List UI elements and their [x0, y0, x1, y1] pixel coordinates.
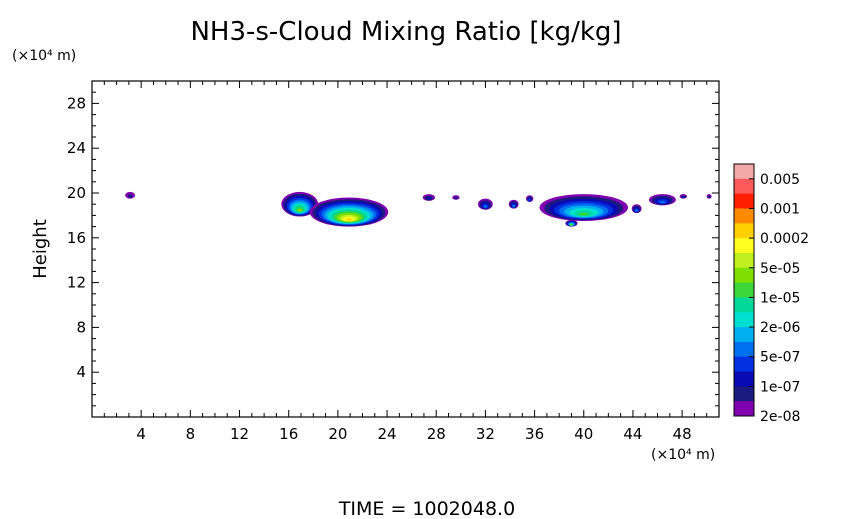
cloud-region [631, 204, 642, 214]
colorbar-swatch [734, 356, 754, 373]
colorbar-frame [733, 163, 755, 417]
colorbar-label: 1e-05 [760, 290, 800, 306]
colorbar-swatch [734, 371, 754, 387]
time-footer: TIME = 1002048.0 [338, 498, 515, 519]
colorbar-label: 0.005 [760, 172, 800, 188]
x-tick-label: 12 [230, 425, 249, 443]
cloud-region [452, 195, 460, 200]
contour-band [681, 195, 685, 199]
x-tick-label: 8 [186, 425, 196, 443]
cloud-region [706, 194, 712, 199]
x-tick-label: 4 [136, 425, 146, 443]
colorbar-label: 5e-07 [760, 350, 800, 366]
x-tick-label: 36 [525, 425, 544, 443]
colorbar-label: 2e-08 [760, 409, 800, 425]
cloud-region [565, 219, 578, 227]
x-tick-label: 40 [574, 425, 593, 443]
colorbar-swatch [734, 297, 754, 313]
colorbar-swatch [734, 223, 754, 239]
contour-band [345, 218, 352, 221]
x-axis: 4 8 12 16 20 24 28 32 36 40 44 48 [103, 81, 708, 443]
y-tick-label: 16 [67, 229, 86, 247]
colorbar-swatch [734, 401, 754, 417]
x-tick-label: 24 [378, 425, 397, 443]
contour-band [707, 195, 711, 199]
contour-band [569, 223, 573, 227]
colorbar-swatch [734, 327, 754, 343]
cloud-region [679, 194, 688, 199]
contour-band [528, 198, 532, 202]
x-tick-label: 44 [623, 425, 642, 443]
colorbar-swatch [734, 341, 754, 358]
colorbar-label: 0.001 [760, 201, 800, 217]
x-tick-label: 28 [427, 425, 446, 443]
colorbar-swatch [734, 282, 754, 298]
colorbar-label: 0.0002 [760, 231, 809, 247]
contour-band [426, 197, 431, 200]
colorbar-swatch [734, 208, 754, 224]
contour-band [512, 204, 516, 208]
x-tick-label: 32 [476, 425, 495, 443]
colorbar: 0.005 0.001 0.0002 5e-05 1e-05 2e-06 5e-07 1e-0… [733, 163, 809, 425]
x-tick-label: 20 [328, 425, 347, 443]
cloud-region [281, 191, 319, 217]
colorbar-swatch [734, 386, 754, 402]
y-tick-label: 4 [76, 363, 86, 381]
colorbar-swatch [734, 312, 754, 328]
cloud-region [539, 194, 629, 221]
y-tick-label: 24 [67, 139, 86, 157]
cloud-region [648, 194, 676, 206]
x-axis-unit: (×10⁴ m) [651, 447, 715, 463]
cloud-region [125, 191, 136, 199]
chart-title: NH3-s-Cloud Mixing Ratio [kg/kg] [190, 17, 621, 47]
y-tick-label: 12 [67, 274, 86, 292]
x-tick-label: 16 [279, 425, 298, 443]
colorbar-swatch [734, 267, 754, 284]
contour-band [483, 205, 487, 208]
cloud-region [508, 199, 519, 209]
colorbar-swatch [734, 164, 754, 180]
colorbar-swatch [734, 238, 754, 254]
cloud-region [422, 194, 436, 201]
contour-band [659, 200, 666, 204]
colorbar-label: 1e-07 [760, 379, 800, 395]
colorbar-swatch [734, 193, 754, 209]
x-tick-label: 48 [673, 425, 692, 443]
contour-band [127, 194, 133, 198]
contour-band [297, 209, 302, 212]
colorbar-label: 2e-06 [760, 320, 800, 336]
cloud-region [478, 198, 493, 210]
cloud-region [525, 195, 534, 202]
y-axis-unit: (×10⁴ m) [12, 48, 76, 64]
data-layer [125, 191, 712, 227]
y-axis: 4 8 12 16 20 24 28 [67, 91, 719, 407]
colorbar-swatch [734, 178, 754, 195]
y-tick-label: 8 [76, 318, 86, 336]
contour-band [635, 209, 639, 212]
y-axis-label: Height [30, 219, 51, 279]
y-tick-label: 28 [67, 94, 86, 112]
y-tick-label: 20 [67, 184, 86, 202]
contour-band [454, 196, 458, 200]
colorbar-label: 5e-05 [760, 261, 800, 277]
cloud-region [309, 197, 389, 227]
contour-band [578, 212, 589, 216]
colorbar-swatch [734, 252, 754, 269]
plot-frame [91, 80, 720, 418]
